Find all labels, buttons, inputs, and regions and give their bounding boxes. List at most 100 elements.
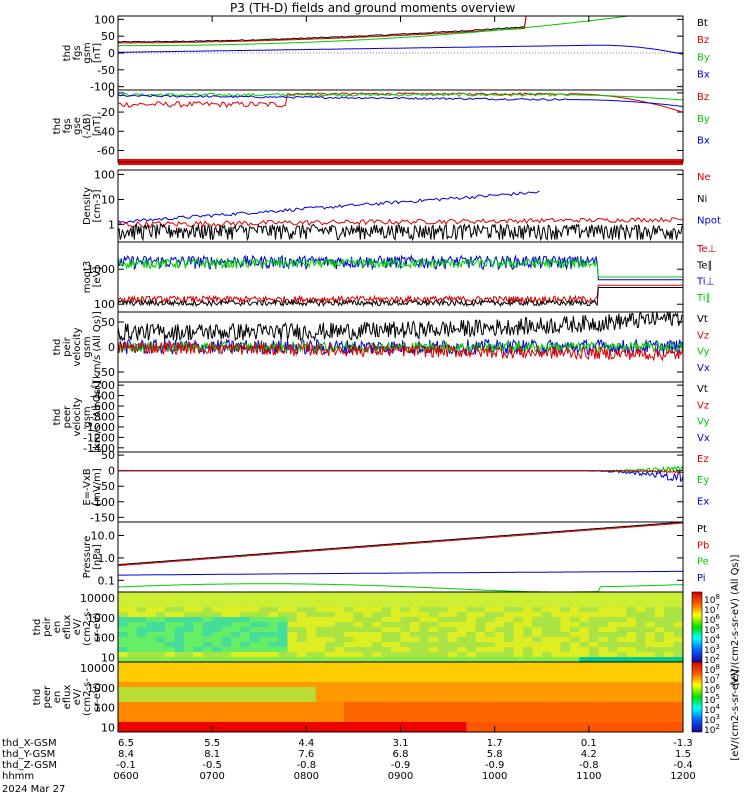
- spectrogram-cell: [174, 642, 185, 648]
- spectrogram-cell: [447, 632, 458, 638]
- spectrogram-cell: [136, 682, 147, 688]
- spectrogram-cell: [249, 662, 260, 668]
- spectrogram-cell: [598, 617, 609, 623]
- spectrogram-cell: [457, 607, 468, 613]
- spectrogram-cell: [513, 637, 524, 643]
- spectrogram-cell: [306, 652, 317, 658]
- spectrogram-cell: [155, 637, 166, 643]
- series-vy: [118, 340, 683, 354]
- spectrogram-cell: [409, 707, 420, 713]
- spectrogram-cell: [315, 642, 326, 648]
- spectrogram-cell: [635, 687, 646, 693]
- spectrogram-cell: [466, 672, 477, 678]
- spectrogram-cell: [202, 722, 213, 728]
- spectrogram-cell: [372, 707, 383, 713]
- spectrogram-cell: [673, 602, 683, 608]
- spectrogram-cell: [118, 712, 129, 718]
- spectrogram-cell: [588, 692, 599, 698]
- spectrogram-cell: [353, 722, 364, 728]
- spectrogram-cell: [127, 667, 138, 673]
- spectrogram-cell: [541, 652, 552, 658]
- spectrogram-cell: [588, 597, 599, 603]
- legend-entry: Bz: [697, 92, 709, 103]
- spectrogram-cell: [381, 592, 392, 598]
- spectrogram-cell: [635, 632, 646, 638]
- spectrogram-cell: [419, 602, 430, 608]
- spectrogram-cell: [240, 652, 251, 658]
- spectrogram-cell: [504, 632, 515, 638]
- spectrogram-cell: [532, 642, 543, 648]
- x-axis-value: -1.3: [673, 738, 693, 749]
- spectrogram-cell: [626, 712, 637, 718]
- spectrogram-cell: [645, 682, 656, 688]
- spectrogram-cell: [221, 662, 232, 668]
- spectrogram-cell: [372, 602, 383, 608]
- spectrogram-cell: [127, 627, 138, 633]
- x-axis-value: 8.1: [204, 749, 220, 760]
- spectrogram-cell: [551, 607, 562, 613]
- spectrogram-cell: [231, 647, 242, 653]
- spectrogram-cell: [183, 697, 194, 703]
- spectrogram-cell: [334, 632, 345, 638]
- x-axis-value: 1100: [576, 771, 601, 782]
- spectrogram-cell: [447, 682, 458, 688]
- spectrogram-cell: [664, 592, 675, 598]
- spectrogram-cell: [626, 612, 637, 618]
- spectrogram-cell: [193, 697, 204, 703]
- spectrogram-cell: [673, 702, 683, 708]
- spectrogram-cell: [278, 682, 289, 688]
- spectrogram-cell: [654, 707, 665, 713]
- spectrogram-cell: [598, 697, 609, 703]
- spectrogram-cell: [353, 667, 364, 673]
- spectrogram-cell: [391, 607, 402, 613]
- spectrogram-cell: [607, 692, 618, 698]
- spectrogram-cell: [617, 727, 628, 732]
- spectrogram-cell: [504, 657, 515, 662]
- spectrogram-cell: [513, 652, 524, 658]
- spectrogram-cell: [494, 617, 505, 623]
- spectrogram-cell: [259, 637, 270, 643]
- spectrogram-cell: [579, 702, 590, 708]
- spectrogram-cell: [607, 602, 618, 608]
- y-tick-label: -150: [90, 511, 115, 524]
- spectrogram-cell: [588, 657, 599, 662]
- spectrogram-cell: [457, 707, 468, 713]
- spectrogram-cell: [664, 642, 675, 648]
- spectrogram-cell: [315, 677, 326, 683]
- spectrogram-cell: [155, 607, 166, 613]
- spectrogram-cell: [400, 617, 411, 623]
- spectrogram-cell: [372, 597, 383, 603]
- y-axis-label: (cm2-s-: [82, 678, 93, 716]
- spectrogram-cell: [504, 702, 515, 708]
- spectrogram-cell: [325, 592, 336, 598]
- spectrogram-cell: [522, 662, 533, 668]
- spectrogram-cell: [635, 657, 646, 662]
- spectrogram-cell: [118, 617, 129, 623]
- spectrogram-cell: [306, 662, 317, 668]
- spectrogram-cell: [221, 632, 232, 638]
- spectrogram-cell: [457, 612, 468, 618]
- spectrogram-cell: [259, 657, 270, 662]
- spectrogram-cell: [664, 612, 675, 618]
- spectrogram-cell: [466, 667, 477, 673]
- spectrogram-cell: [551, 722, 562, 728]
- spectrogram-cell: [485, 597, 496, 603]
- spectrogram-cell: [428, 702, 439, 708]
- spectrogram-cell: [231, 712, 242, 718]
- spectrogram-cell: [475, 682, 486, 688]
- spectrogram-cell: [551, 612, 562, 618]
- spectrogram-cell: [155, 642, 166, 648]
- spectrogram-cell: [381, 672, 392, 678]
- spectrogram-cell: [362, 672, 373, 678]
- spectrogram-cell: [221, 617, 232, 623]
- spectrogram-cell: [504, 627, 515, 633]
- legend-entry: Ex: [697, 496, 709, 507]
- spectrogram-cell: [588, 672, 599, 678]
- spectrogram-cell: [278, 712, 289, 718]
- spectrogram-cell: [193, 617, 204, 623]
- spectrogram-cell: [513, 662, 524, 668]
- spectrogram-cell: [457, 627, 468, 633]
- spectrogram-cell: [419, 647, 430, 653]
- y-tick-label: 0.1: [98, 574, 116, 587]
